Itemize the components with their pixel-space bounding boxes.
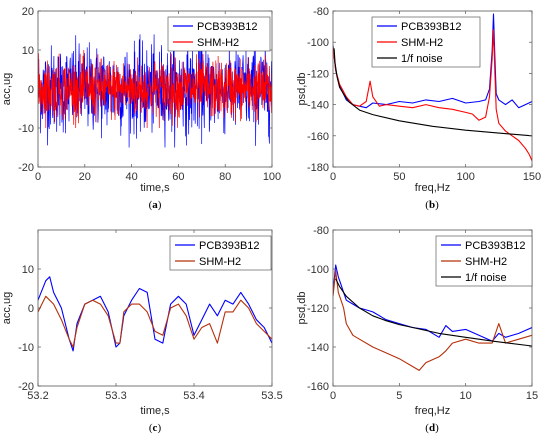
panel-tag-close: ) <box>435 422 439 434</box>
x-axis-label: time,s <box>140 405 170 417</box>
y-tick-label: -80 <box>313 225 329 237</box>
series-line-2 <box>333 48 532 137</box>
y-tick-label: -160 <box>307 381 329 393</box>
legend-entry: 1/f noise <box>465 272 507 284</box>
legend-entry: 1/f noise <box>401 53 443 65</box>
panel-tag-close: ) <box>157 422 161 434</box>
panel-tag: (a) <box>149 199 162 211</box>
x-axis-label: time,s <box>140 182 170 194</box>
x-tick-label: 50 <box>393 171 405 183</box>
y-tick-label: -10 <box>18 123 34 135</box>
panel-tag: (b) <box>425 199 439 211</box>
series-group-c <box>38 276 272 352</box>
x-tick-label: 10 <box>460 390 472 402</box>
panel-tag-open: ( <box>425 199 429 211</box>
legend-entry: SHM-H2 <box>465 256 507 268</box>
series-line-1 <box>333 270 532 371</box>
x-tick-label: 0 <box>330 171 336 183</box>
series-group-d <box>333 264 532 371</box>
series-group-a <box>38 34 272 148</box>
legend: PCB393B12 SHM-H2 1/f noise <box>435 235 533 287</box>
panel-tag-letter: a <box>152 199 158 211</box>
y-tick-label: -120 <box>307 68 329 80</box>
panel-tag-open: ( <box>149 422 153 434</box>
legend-entry: SHM-H2 <box>401 37 443 49</box>
legend-entry: SHM-H2 <box>199 256 241 268</box>
y-tick-label: -140 <box>307 100 329 112</box>
y-tick-label: -100 <box>307 264 329 276</box>
panel-tag: (d) <box>425 422 439 434</box>
legend-entry: PCB393B12 <box>401 21 462 33</box>
legend: PCB393B12 SHM-H2 1/f noise <box>371 16 481 68</box>
series-line-1 <box>333 29 532 162</box>
x-tick-label: 53.2 <box>27 390 48 402</box>
y-tick-label: -180 <box>307 162 329 174</box>
y-tick-label: -140 <box>307 342 329 354</box>
panel-tag-open: ( <box>425 422 429 434</box>
y-tick-label: -120 <box>307 303 329 315</box>
panel-d: 0 5 10 15 -160 -140 -120 -100 -80 freq,Hz psd,db (d… <box>296 225 538 434</box>
x-tick-label: 40 <box>125 171 137 183</box>
y-axis-label: psd,db <box>296 72 308 105</box>
x-tick-label: 80 <box>219 171 231 183</box>
y-tick-label: 10 <box>22 264 34 276</box>
x-tick-label: 0 <box>330 390 336 402</box>
x-tick-label: 0 <box>35 171 41 183</box>
legend: PCB393B12 SHM-H2 <box>169 235 272 271</box>
legend-entry: PCB393B12 <box>465 240 526 252</box>
y-tick-label: -20 <box>18 162 34 174</box>
x-tick-label: 60 <box>172 171 184 183</box>
y-tick-label: 0 <box>28 303 34 315</box>
panel-tag-letter: c <box>153 422 158 434</box>
x-tick-label: 20 <box>79 171 91 183</box>
y-axis-label: psd,db <box>296 291 308 324</box>
y-tick-label: 0 <box>28 84 34 96</box>
legend-box <box>169 235 272 271</box>
series-line-1 <box>38 49 272 129</box>
x-tick-label: 100 <box>456 171 474 183</box>
panel-tag: (c) <box>149 422 162 434</box>
series-line-2 <box>335 278 532 347</box>
y-axis-label: acc,ug <box>1 292 13 324</box>
y-tick-label: 10 <box>22 45 34 57</box>
y-axis-label: acc,ug <box>1 73 13 105</box>
plot-frame <box>332 10 533 168</box>
series-line-0 <box>38 276 272 352</box>
y-tick-label: -10 <box>18 342 34 354</box>
x-tick-label: 53.3 <box>105 390 126 402</box>
panel-tag-open: ( <box>149 199 153 211</box>
x-tick-label: 15 <box>526 390 538 402</box>
legend: PCB393B12 SHM-H2 <box>167 16 271 52</box>
panel-c: 53.2 53.3 53.4 53.5 -20 -10 0 10 time,s acc,ug (c)… <box>1 229 283 434</box>
legend-entry: PCB393B12 <box>197 21 258 33</box>
y-tick-label: 20 <box>22 6 34 18</box>
legend-entry: PCB393B12 <box>199 240 260 252</box>
panel-tag-letter: b <box>429 199 435 211</box>
x-axis-label: freq,Hz <box>415 405 450 417</box>
series-line-1 <box>38 295 272 348</box>
panel-tag-close: ) <box>435 199 439 211</box>
y-tick-label: -100 <box>307 37 329 49</box>
x-tick-label: 53.4 <box>183 390 204 402</box>
panel-b: 0 50 100 150 -180 -160 -140 -120 -100 -80 freq,Hz p… <box>296 6 541 211</box>
x-tick-label: 100 <box>263 171 281 183</box>
legend-entry: SHM-H2 <box>197 37 239 49</box>
panel-tag-letter: d <box>429 422 435 434</box>
series-group-b <box>333 13 532 162</box>
x-tick-label: 150 <box>523 171 541 183</box>
x-tick-label: 53.5 <box>261 390 282 402</box>
y-tick-label: -20 <box>18 381 34 393</box>
x-axis-label: freq,Hz <box>415 182 450 194</box>
panel-tag-close: ) <box>158 199 162 211</box>
panel-a: 0 20 40 60 80 100 -20 -10 0 10 20 time,s acc,ug (a) PC… <box>1 6 281 211</box>
x-tick-label: 5 <box>396 390 402 402</box>
legend-box <box>167 16 271 52</box>
y-tick-label: -80 <box>313 6 329 18</box>
y-tick-label: -160 <box>307 131 329 143</box>
